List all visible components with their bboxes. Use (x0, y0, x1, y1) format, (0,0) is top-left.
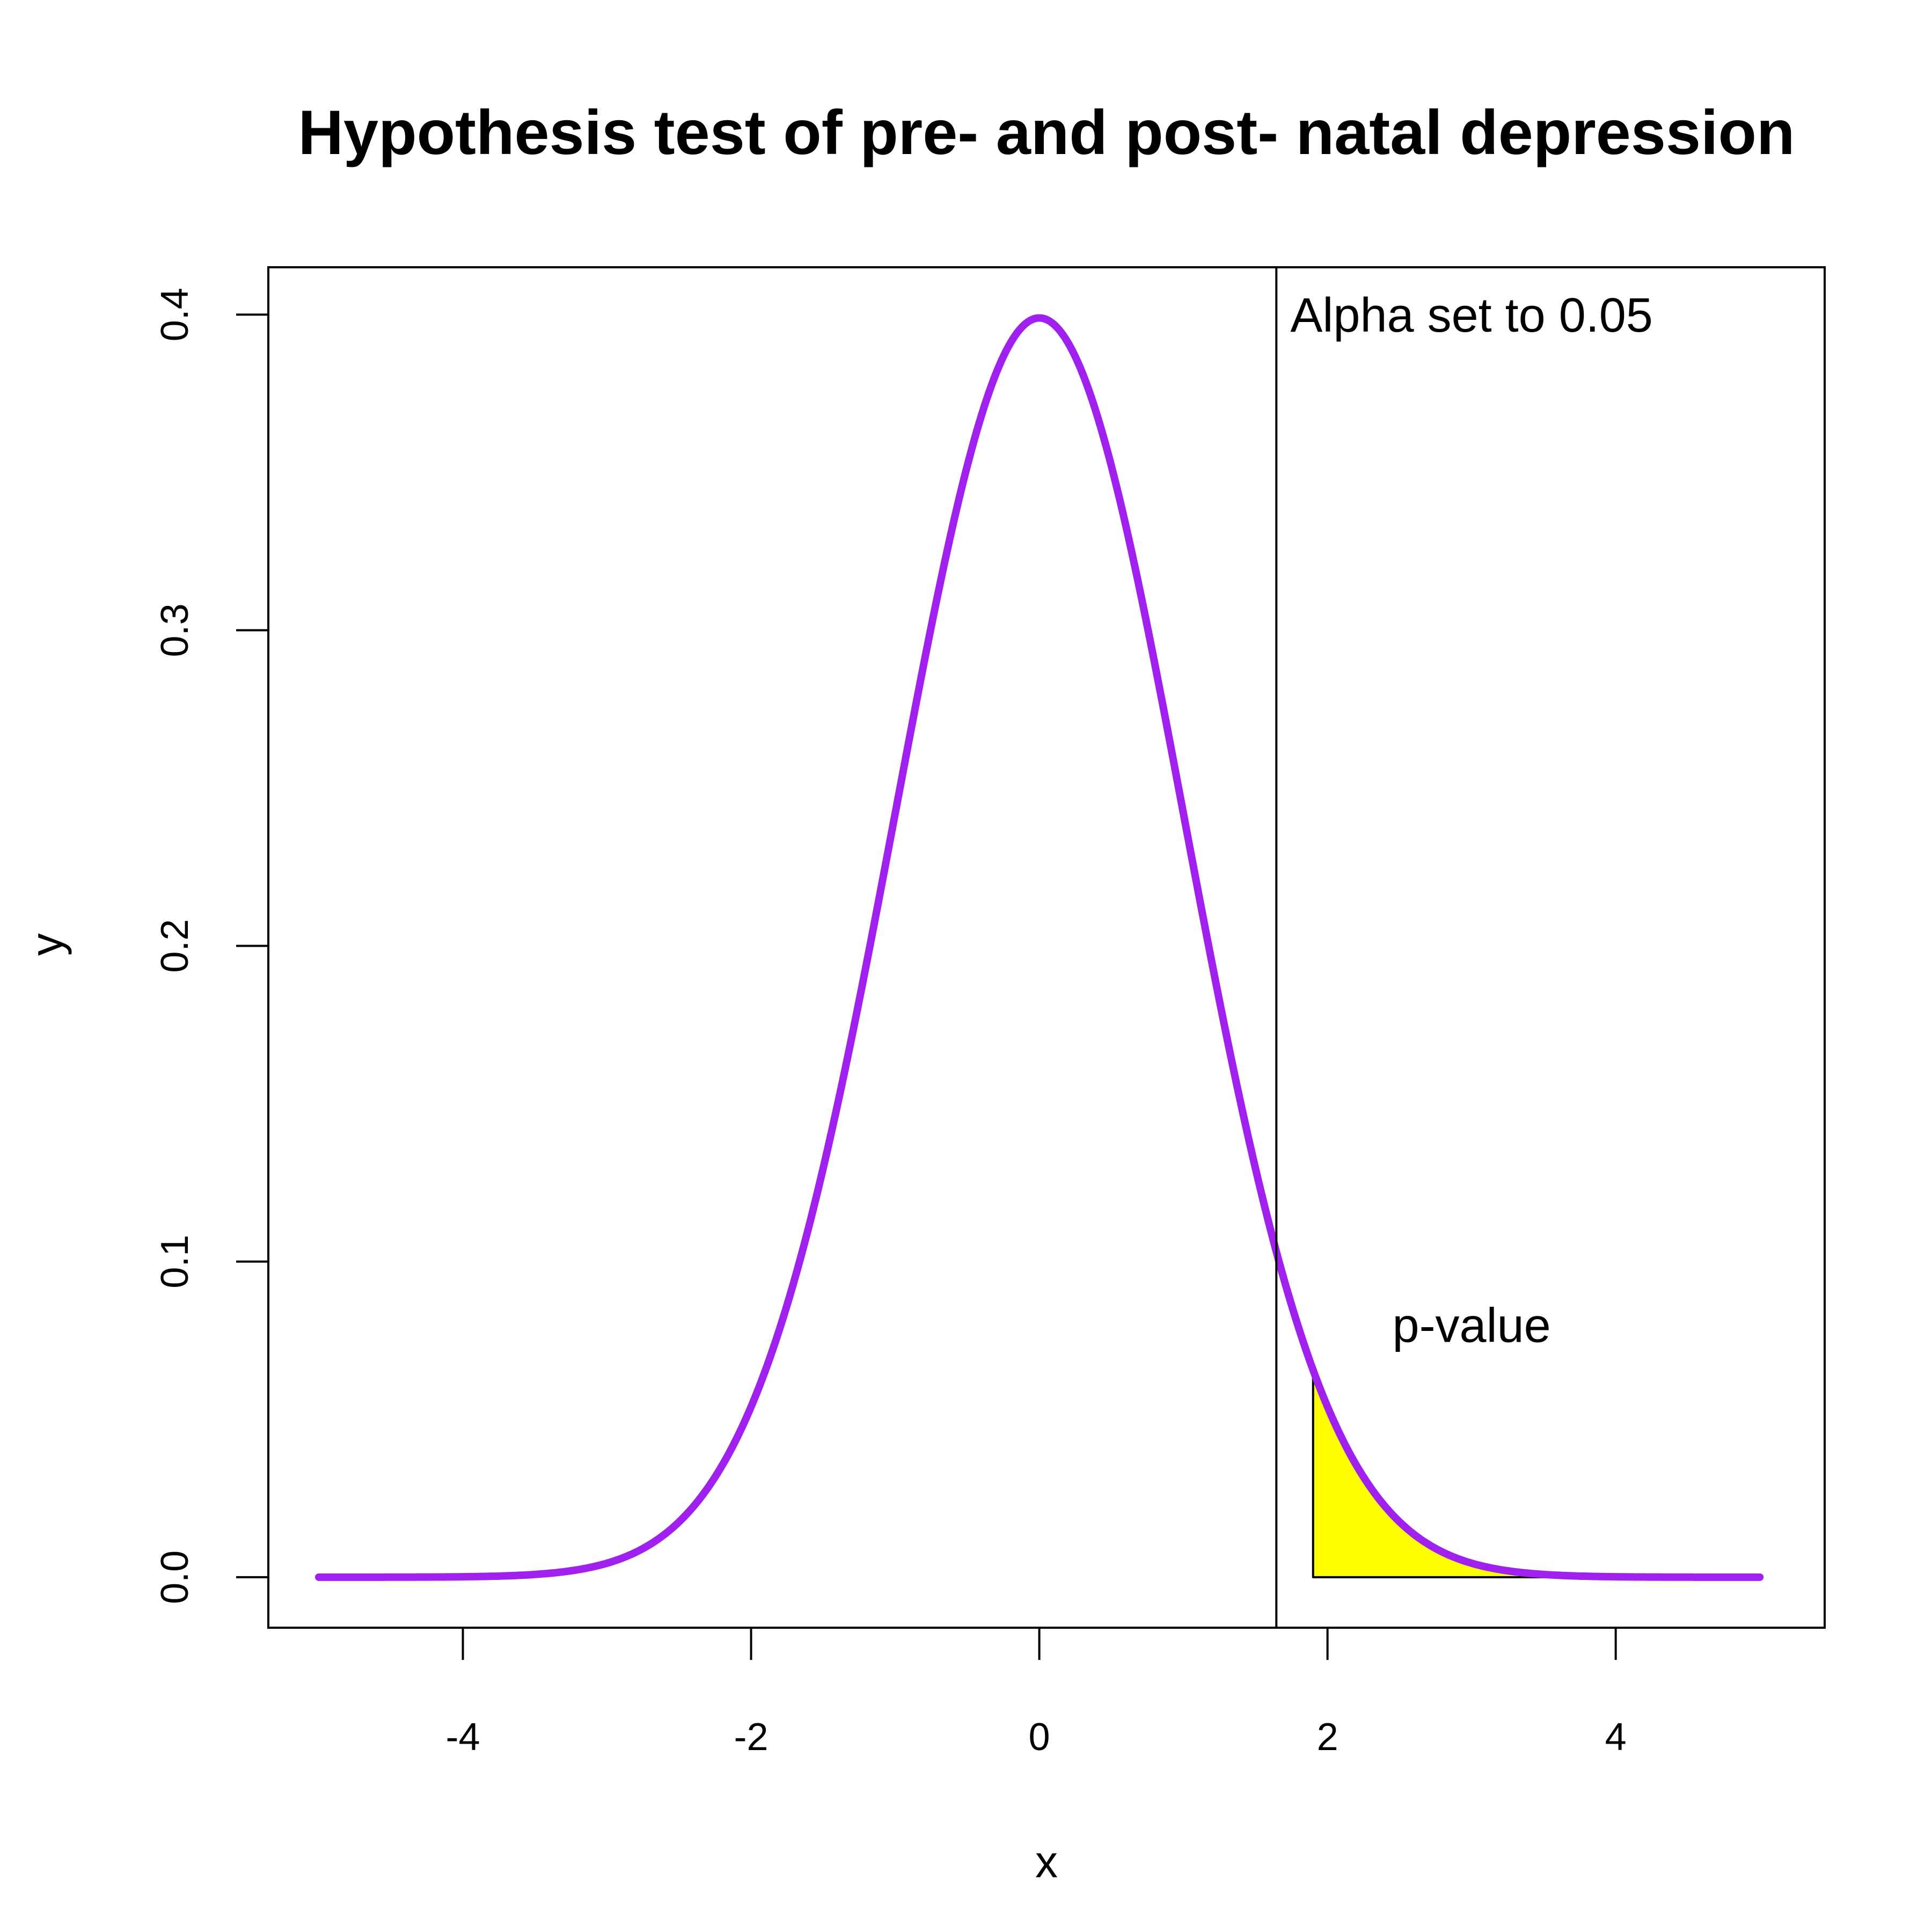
x-tick-label: -2 (734, 1716, 769, 1759)
x-tick-label: -4 (445, 1716, 480, 1759)
y-tick-label: 0.4 (153, 288, 196, 341)
chart-title: Hypothesis test of pre- and post- natal … (298, 97, 1795, 167)
alpha-annotation: Alpha set to 0.05 (1290, 289, 1652, 342)
x-tick-label: 0 (1029, 1716, 1050, 1759)
y-tick-label: 0.3 (153, 603, 196, 657)
plot-area: Alpha set to 0.05 p-value (314, 267, 1764, 1628)
x-tick-label: 2 (1317, 1716, 1338, 1759)
y-axis-label: y (21, 933, 72, 956)
p-value-annotation: p-value (1393, 1299, 1551, 1352)
y-tick-label: 0.2 (153, 919, 196, 973)
y-tick-label: 0.1 (153, 1235, 196, 1289)
plot-frame (267, 266, 1826, 1629)
y-tick-label: 0.0 (153, 1550, 196, 1604)
x-tick-label: 4 (1605, 1716, 1627, 1759)
density-curve (314, 314, 1764, 1581)
axes: -4 -2 0 2 4 0.0 0.1 0.2 0.3 0.4 (153, 266, 1826, 1759)
x-axis-label: x (1035, 1836, 1058, 1887)
